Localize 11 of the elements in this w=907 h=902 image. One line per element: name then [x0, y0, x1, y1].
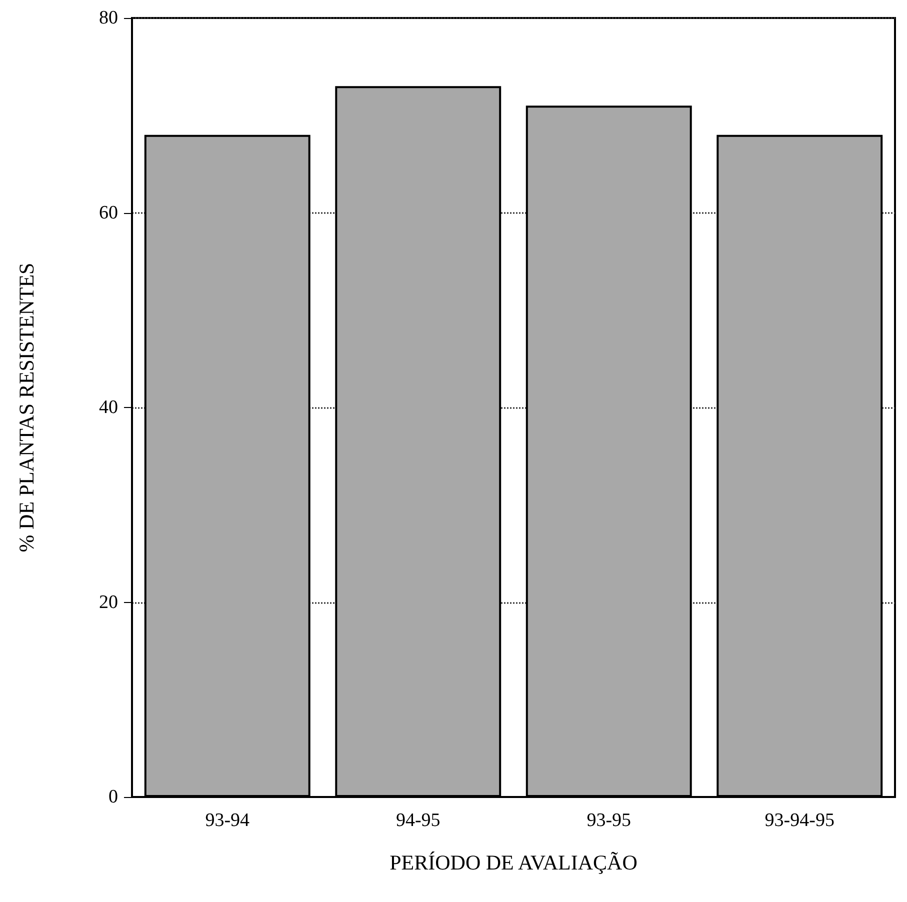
- y-tick-label: 40: [99, 397, 118, 418]
- x-tick-label: 94-95: [396, 810, 440, 831]
- y-tick-label: 20: [99, 592, 118, 613]
- y-tick-label: 60: [99, 202, 118, 224]
- x-tick-label: 93-94: [205, 810, 250, 831]
- x-tick-label: 93-95: [586, 810, 632, 831]
- y-tick-label: 80: [99, 8, 118, 28]
- x-tick-label: 93-94-95: [764, 810, 834, 831]
- y-axis-title: % DE PLANTAS RESISTENTES: [14, 262, 38, 552]
- x-axis-title: PERÍODO DE AVALIAÇÃO: [390, 850, 638, 874]
- y-tick-label: 0: [108, 786, 118, 808]
